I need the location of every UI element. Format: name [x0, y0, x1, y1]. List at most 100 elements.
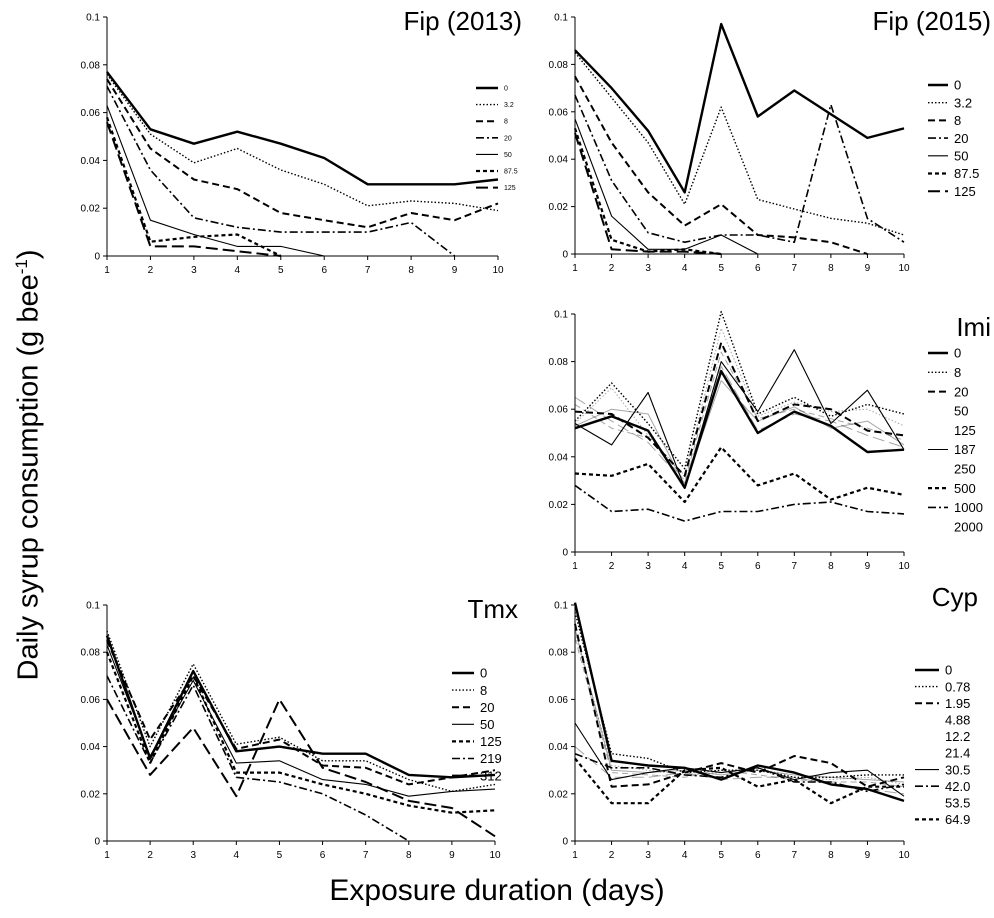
- y-tick-label: 0.08: [549, 60, 569, 71]
- series-line-250: [574, 351, 905, 482]
- legend-label: 12.2: [945, 729, 970, 744]
- legend-label: 50: [480, 717, 494, 732]
- legend-label: 21.4: [945, 746, 970, 761]
- series-line-1.95: [574, 623, 905, 788]
- series-line-50: [106, 644, 496, 797]
- panel-5: 00.020.040.060.080.11 2 3 4 5 6 7 8 9 10Cyp00.781…: [549, 582, 978, 861]
- legend-label: 4.88: [945, 712, 970, 727]
- y-tick-label: 0.04: [549, 742, 569, 753]
- series-line-312: [106, 698, 496, 838]
- x-tick-label: 7: [792, 263, 798, 274]
- series-line-8: [574, 75, 868, 255]
- legend-label: 8: [480, 683, 487, 698]
- y-tick-label: 0.1: [554, 601, 568, 612]
- x-tick-label: 6: [755, 263, 761, 274]
- x-tick-label: 6: [755, 561, 761, 572]
- series-line-0.78: [574, 611, 904, 778]
- x-tick-label: 8: [828, 561, 834, 572]
- panel-title-fip-2015: Fip (2015): [873, 6, 992, 36]
- panel-2: 0 0.02 0.04 0.06 0.08 0.1 1 2 3 4 5 6 7 8 9 10 Fip (2015…: [549, 6, 991, 274]
- x-tick-label: 8: [828, 263, 834, 274]
- x-tick-label: 3: [190, 850, 196, 861]
- x-tick-label: 3: [645, 850, 651, 861]
- x-tick-label: 6: [320, 850, 326, 861]
- legend-label: 125: [504, 185, 516, 192]
- x-tick-label: 9: [865, 263, 871, 274]
- series-line-4.88: [574, 628, 905, 783]
- legend-label: 0.78: [945, 679, 970, 694]
- legend-label: 50: [954, 404, 968, 419]
- x-tick-label: 8: [406, 850, 412, 861]
- x-tick-label: 1: [572, 263, 578, 274]
- y-tick-label: 0: [562, 250, 568, 261]
- panel-title-cyp: Cyp: [932, 582, 978, 612]
- y-tick-label: 0.1: [554, 310, 568, 321]
- legend-label: 20: [480, 700, 494, 715]
- legend-label: 53.5: [945, 795, 970, 810]
- legend-label: 50: [504, 152, 512, 159]
- y-tick-label: 0.02: [81, 204, 101, 215]
- x-tick-label: 2: [609, 850, 615, 861]
- x-tick-label: 5: [718, 263, 724, 274]
- x-tick-label: 2: [609, 561, 615, 572]
- y-tick-label: 0: [94, 252, 100, 263]
- series-line-50: [574, 380, 905, 486]
- x-tick-label: 7: [365, 265, 371, 276]
- x-tick-label: 10: [489, 850, 501, 861]
- x-tick-label: 7: [792, 561, 798, 572]
- y-tick-label: 0.1: [86, 601, 100, 612]
- series-line-0: [574, 369, 905, 489]
- legend-label: 87.5: [954, 166, 979, 181]
- x-tick-label: 3: [645, 263, 651, 274]
- x-tick-label: 1: [572, 850, 578, 861]
- y-tick-label: 0.1: [86, 13, 100, 24]
- series-line-20: [574, 341, 905, 477]
- legend-label: 20: [954, 131, 968, 146]
- series-line-125: [105, 651, 496, 814]
- y-tick-label: 0.06: [549, 695, 569, 706]
- y-tick-label: 0.02: [81, 789, 101, 800]
- y-tick-label: 0: [562, 837, 568, 848]
- legend-label: 50: [954, 148, 968, 163]
- x-tick-label: 2: [148, 265, 154, 276]
- series-line-3.2: [106, 73, 499, 212]
- y-tick-label: 0.02: [549, 202, 569, 213]
- x-axis-label: Exposure duration (days): [329, 874, 665, 907]
- y-tick-label: 0: [94, 837, 100, 848]
- legend-label: 0: [504, 86, 508, 93]
- panel-1: 0 0.02 0.04 0.06 0.08 0.1 1 2 3 4 5 6 7 8 9 10 Fip (2013…: [81, 6, 522, 276]
- series-line-64.9: [574, 757, 904, 805]
- y-tick-label: 0.06: [549, 107, 569, 118]
- x-tick-label: 8: [408, 265, 414, 276]
- x-tick-label: 1: [104, 265, 110, 276]
- x-tick-label: 5: [277, 850, 283, 861]
- legend-label: 500: [954, 481, 976, 496]
- series-line-0: [105, 635, 496, 779]
- legend-label: 0: [954, 78, 961, 93]
- legend-label: 30.5: [945, 762, 970, 777]
- legend-label: 219: [480, 751, 502, 766]
- x-tick-label: 3: [191, 265, 197, 276]
- x-tick-label: 7: [792, 850, 798, 861]
- legend-label: 125: [480, 734, 502, 749]
- x-tick-label: 2: [609, 263, 615, 274]
- x-tick-label: 4: [682, 263, 688, 274]
- x-tick-label: 8: [828, 850, 834, 861]
- panel-title-fip-2013: Fip (2013): [404, 6, 523, 36]
- legend-label: 125: [954, 184, 976, 199]
- y-tick-label: 0.08: [81, 60, 101, 71]
- x-tick-label: 4: [235, 265, 241, 276]
- y-tick-label: 0.04: [81, 156, 101, 167]
- legend-label: 2000: [954, 519, 983, 534]
- x-tick-label: 10: [492, 265, 504, 276]
- series-line-21.4: [574, 637, 905, 788]
- legend-label: 1.95: [945, 696, 970, 711]
- x-tick-label: 1: [572, 561, 578, 572]
- series-line-20: [106, 85, 456, 257]
- legend-label: 8: [504, 119, 508, 126]
- x-tick-label: 10: [898, 263, 910, 274]
- series-line-30.5: [574, 722, 905, 797]
- panel-title-imi: Imi: [956, 312, 991, 342]
- legend-label: 312: [480, 768, 502, 783]
